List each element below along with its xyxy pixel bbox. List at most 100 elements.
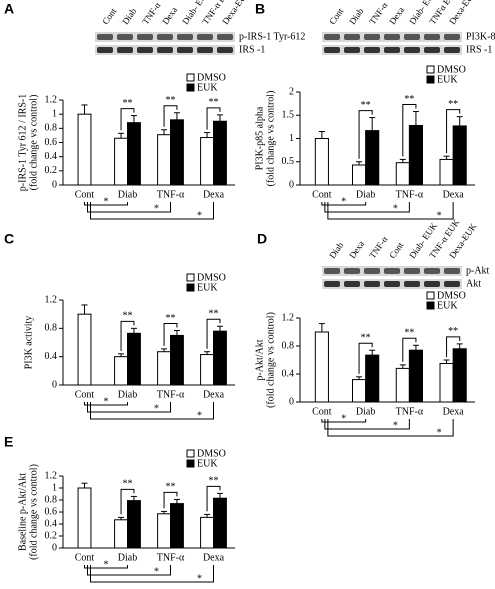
legend-label: EUK [197,82,218,93]
sig-bracket [358,110,373,159]
blot-band [117,34,133,40]
legend-swatch [426,291,435,300]
blot-band [324,268,340,274]
control-sig-label: * [197,410,202,421]
x-tick-label: Cont [75,189,95,200]
panel-letter: A [4,1,14,17]
sig-label: ** [123,479,133,490]
sig-bracket [206,107,221,130]
sig-label: ** [123,311,133,322]
bar [365,130,380,186]
y-tick-label: 1 [289,133,294,144]
y-axis-label: PI3K activity [23,316,34,370]
panel-letter: D [257,231,267,247]
control-bracket [84,202,128,206]
blot-band [117,47,133,53]
control-bracket [321,202,367,206]
blot-lane-label: Cont [387,240,406,260]
y-tick-label: 0.8 [45,123,58,134]
blot-lane-label: Diab [120,6,139,26]
blot-band [364,34,380,40]
y-tick-label: 1 [52,482,57,493]
x-tick-label: TNF-α [396,189,424,200]
bar [213,330,227,386]
y-axis-label: PI3K-p85 alpha [254,106,265,170]
control-bracket [84,402,128,406]
legend-swatch [186,459,195,468]
control-bracket [90,565,214,583]
legend-swatch [186,449,195,458]
x-tick-label: Cont [312,406,332,417]
legend-label: EUK [197,458,218,469]
y-tick-label: 0.6 [45,137,58,148]
blot-lane-label: Dexa-EUK [220,0,252,26]
blot-band [197,47,213,53]
bar [452,348,467,403]
bar [200,516,215,549]
control-sig-label: * [197,210,202,221]
sig-bracket [402,337,417,362]
y-axis-label: p-Akt/Akt [254,339,265,380]
blot-band [97,34,113,40]
bar [77,313,92,386]
blot-band-label: PI3K-85α [466,31,495,42]
sig-bracket [163,105,178,127]
y-tick-label: 2 [289,86,294,97]
x-tick-label: Diab [118,389,137,400]
blot-band [364,268,380,274]
sig-label: ** [209,309,219,320]
blot-band-label: IRS -1 [466,44,492,55]
sig-bracket [206,318,221,349]
sig-bracket [120,488,135,515]
x-tick-label: Diab [118,552,137,563]
control-sig-label: * [197,573,202,584]
x-tick-label: Cont [75,389,95,400]
blot-band [384,281,400,287]
sig-label: ** [209,97,219,108]
sig-bracket [446,109,461,154]
blot-band [344,268,360,274]
blot-band [444,281,460,287]
blot-band [97,47,113,53]
blot-band [344,34,360,40]
control-sig-label: * [154,566,159,577]
bar [213,497,227,549]
bar [170,503,184,549]
blot-band [324,281,340,287]
control-bracket [90,402,214,420]
legend-label: DMSO [197,272,226,283]
blot-band [384,47,400,53]
control-bracket [324,419,410,430]
bar [157,134,172,186]
y-tick-label: 0.4 [45,151,58,162]
sig-bracket [206,485,221,512]
bar [314,138,329,186]
sig-label: ** [448,99,458,110]
sig-bracket [446,336,461,357]
sig-bracket [120,320,135,351]
y-tick-label: 0.5 [282,156,295,167]
bar [127,500,141,549]
y-tick-label: 0.6 [45,506,58,517]
blot-lane-label: Dexa [347,239,366,260]
blot-band [217,34,233,40]
control-sig-label: * [154,403,159,414]
bar [157,351,172,386]
x-tick-label: Dexa [203,389,225,400]
blot-band [344,47,360,53]
legend-label: DMSO [197,448,226,459]
bar [365,354,380,403]
panel-letter: B [255,1,265,17]
blot-band [424,34,440,40]
y-axis-label: Baseline p-Akt/Akt [17,473,28,551]
bar [170,334,184,386]
legend-swatch [186,73,195,82]
control-bracket [327,419,454,437]
bar [170,119,184,186]
control-sig-label: * [154,203,159,214]
bar [439,363,454,403]
control-sig-label: * [341,196,346,207]
x-tick-label: Dexa [443,189,465,200]
control-sig-label: * [437,427,442,438]
sig-bracket [402,104,417,157]
